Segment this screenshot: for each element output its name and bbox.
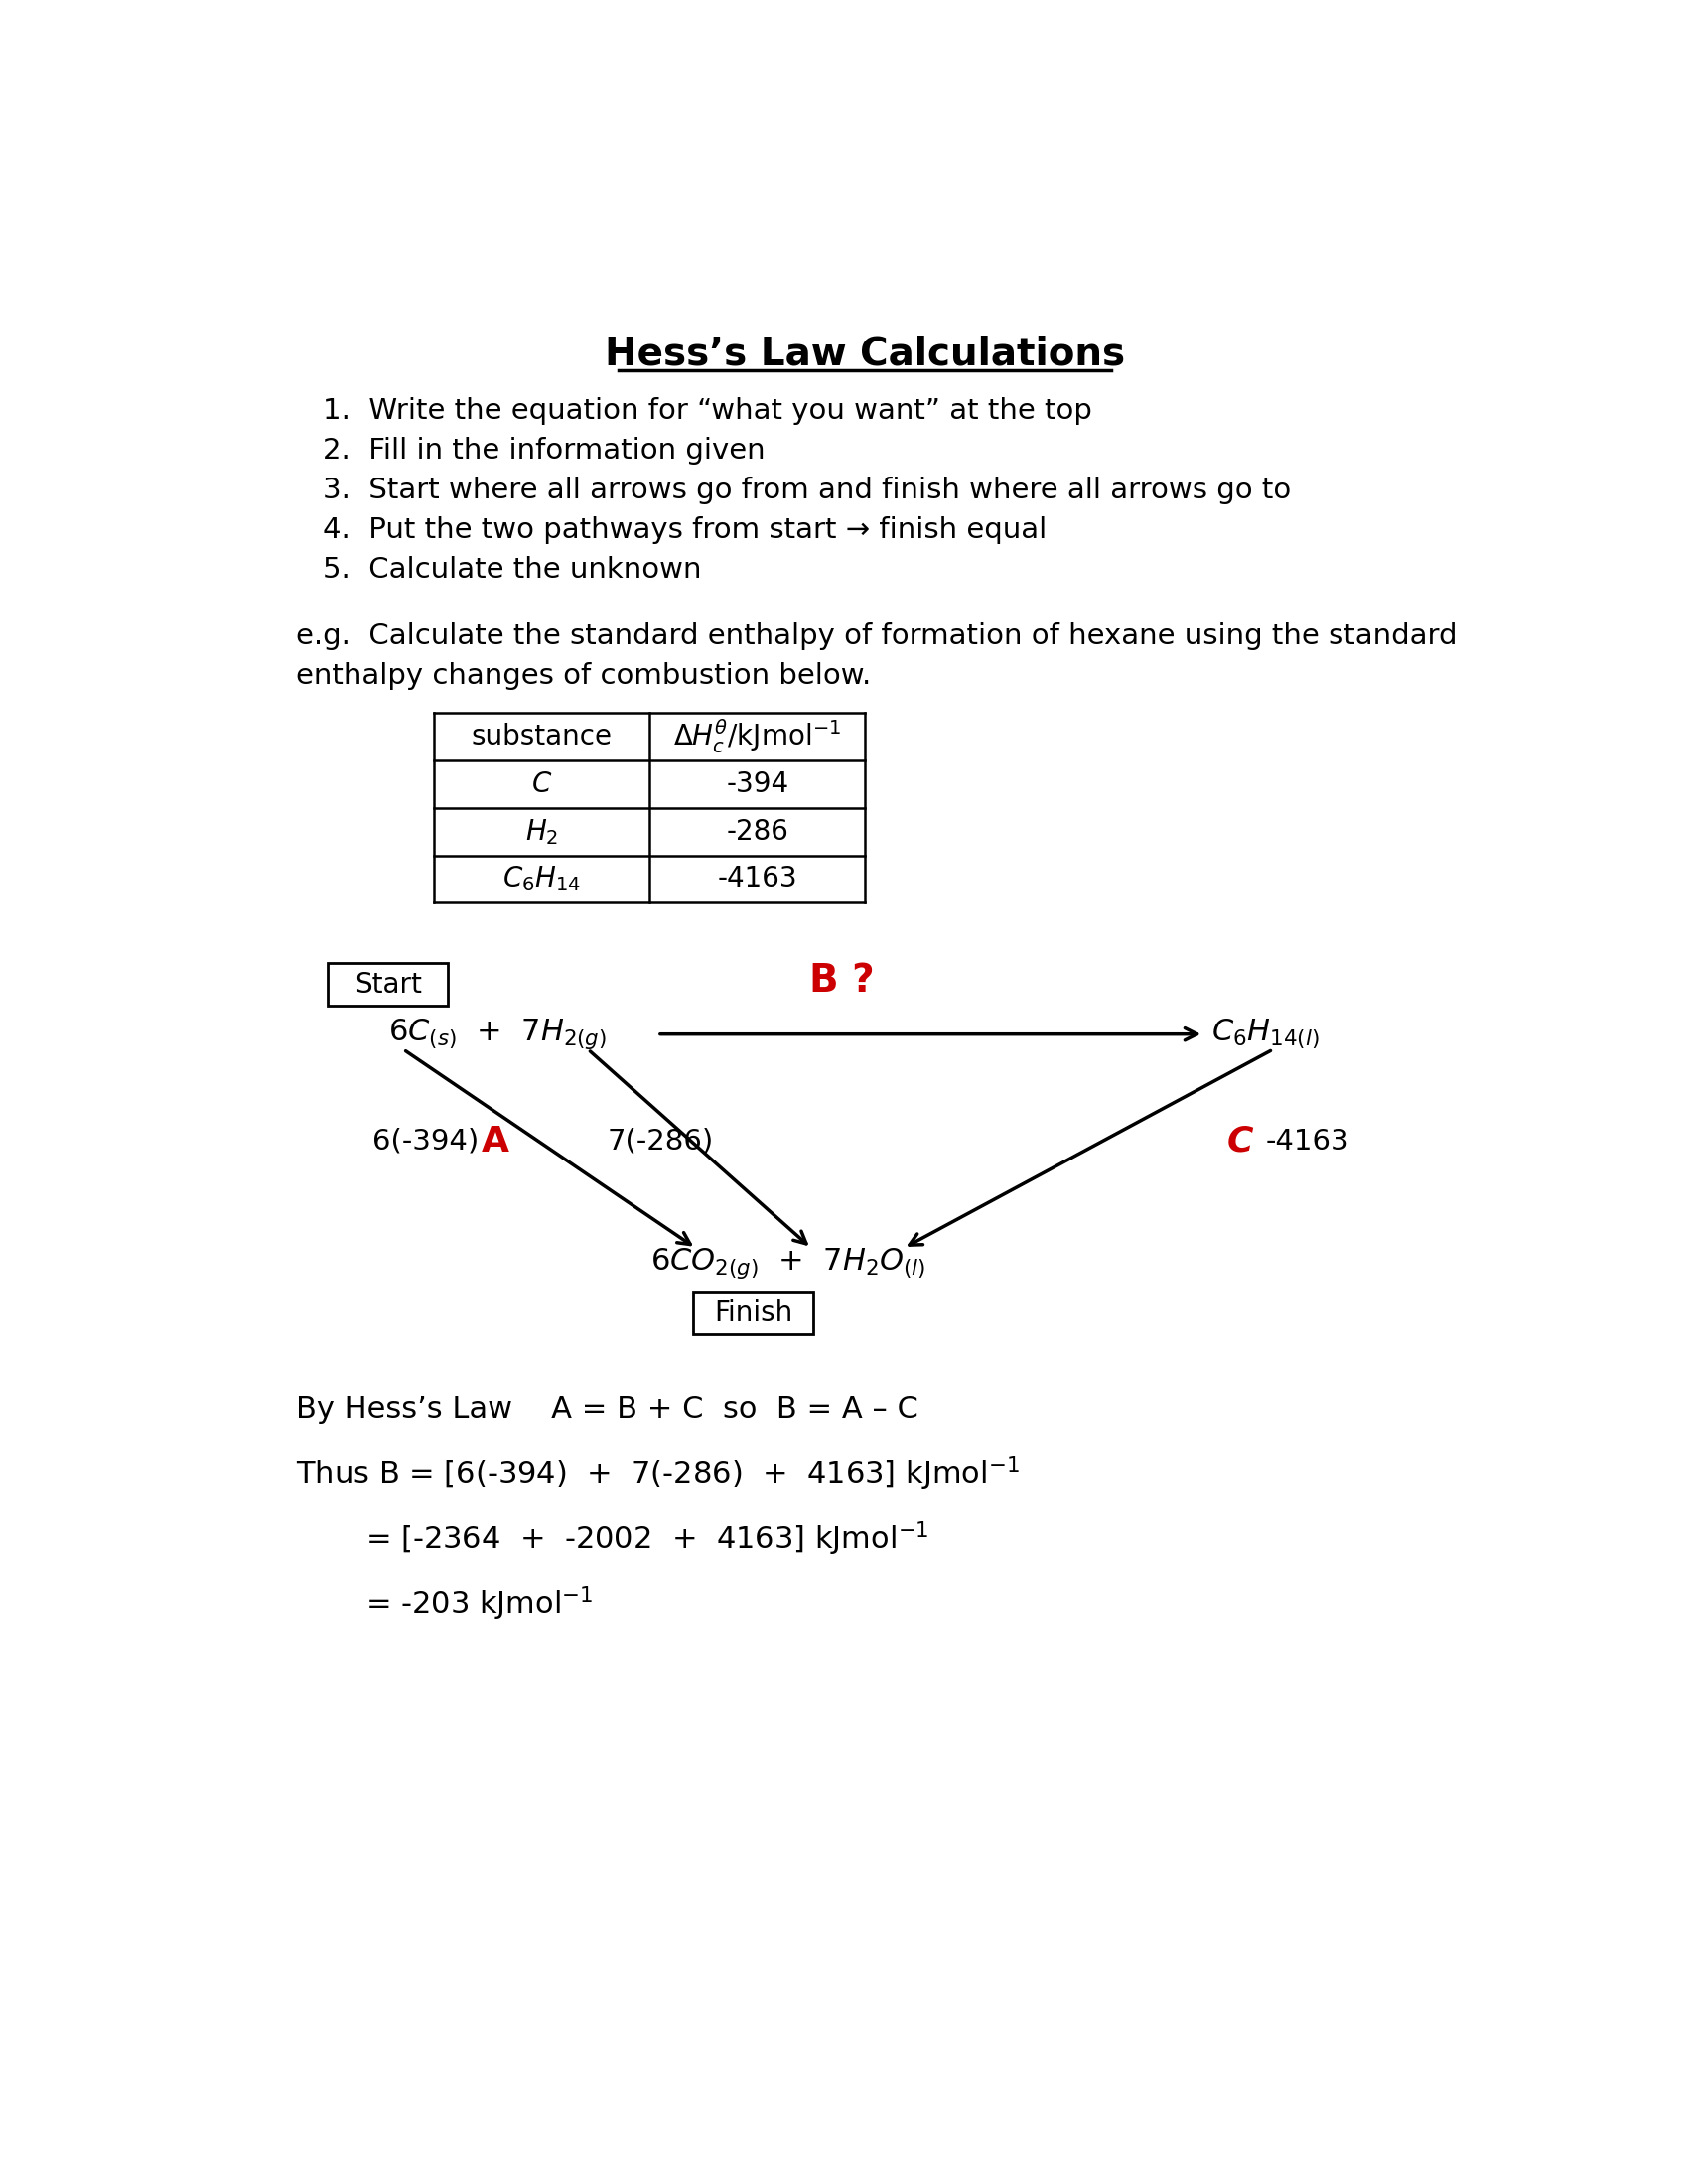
Text: $C$: $C$ (532, 771, 552, 797)
Text: -286: -286 (726, 817, 788, 845)
Text: A: A (481, 1125, 510, 1158)
Text: 1.  Write the equation for “what you want” at the top: 1. Write the equation for “what you want… (322, 397, 1092, 426)
Text: 3.  Start where all arrows go from and finish where all arrows go to: 3. Start where all arrows go from and fi… (322, 476, 1291, 505)
Text: $\Delta H^{\theta}_{c}$/kJmol$^{-1}$: $\Delta H^{\theta}_{c}$/kJmol$^{-1}$ (674, 719, 841, 756)
Text: 4.  Put the two pathways from start → finish equal: 4. Put the two pathways from start → fin… (322, 515, 1047, 544)
Text: $H_{2}$: $H_{2}$ (525, 817, 559, 847)
Text: = [-2364  +  -2002  +  4163] kJmol$^{-1}$: = [-2364 + -2002 + 4163] kJmol$^{-1}$ (365, 1520, 928, 1557)
Text: = -203 kJmol$^{-1}$: = -203 kJmol$^{-1}$ (365, 1586, 592, 1623)
Text: enthalpy changes of combustion below.: enthalpy changes of combustion below. (295, 662, 871, 690)
Text: 5.  Calculate the unknown: 5. Calculate the unknown (322, 557, 702, 583)
Text: $6CO_{2(g)}$  +  $7H_{2}O_{(l)}$: $6CO_{2(g)}$ + $7H_{2}O_{(l)}$ (650, 1247, 925, 1280)
Text: 6(-394): 6(-394) (373, 1127, 479, 1155)
Text: $C_{6}H_{14}$: $C_{6}H_{14}$ (503, 865, 581, 893)
Text: Thus B = [6(-394)  +  7(-286)  +  4163] kJmol$^{-1}$: Thus B = [6(-394) + 7(-286) + 4163] kJmo… (295, 1455, 1020, 1494)
Text: e.g.  Calculate the standard enthalpy of formation of hexane using the standard: e.g. Calculate the standard enthalpy of … (295, 622, 1457, 651)
Text: B ?: B ? (810, 961, 874, 1000)
Text: By Hess’s Law    A = B + C  so  B = A – C: By Hess’s Law A = B + C so B = A – C (295, 1393, 918, 1424)
Text: $6C_{(s)}$  +  $7H_{2(g)}$: $6C_{(s)}$ + $7H_{2(g)}$ (388, 1018, 606, 1051)
Text: C: C (1227, 1125, 1252, 1158)
Text: -394: -394 (726, 771, 788, 797)
Text: Finish: Finish (714, 1299, 793, 1328)
Text: $C_{6}H_{14(l)}$: $C_{6}H_{14(l)}$ (1212, 1018, 1320, 1051)
Text: -4163: -4163 (1266, 1127, 1349, 1155)
Text: substance: substance (471, 723, 613, 751)
FancyBboxPatch shape (327, 963, 447, 1007)
Text: Hess’s Law Calculations: Hess’s Law Calculations (604, 334, 1126, 373)
Text: 7(-286): 7(-286) (608, 1127, 714, 1155)
Text: -4163: -4163 (717, 865, 797, 893)
FancyBboxPatch shape (694, 1291, 814, 1334)
Text: Start: Start (354, 970, 422, 998)
Text: 2.  Fill in the information given: 2. Fill in the information given (322, 437, 765, 465)
